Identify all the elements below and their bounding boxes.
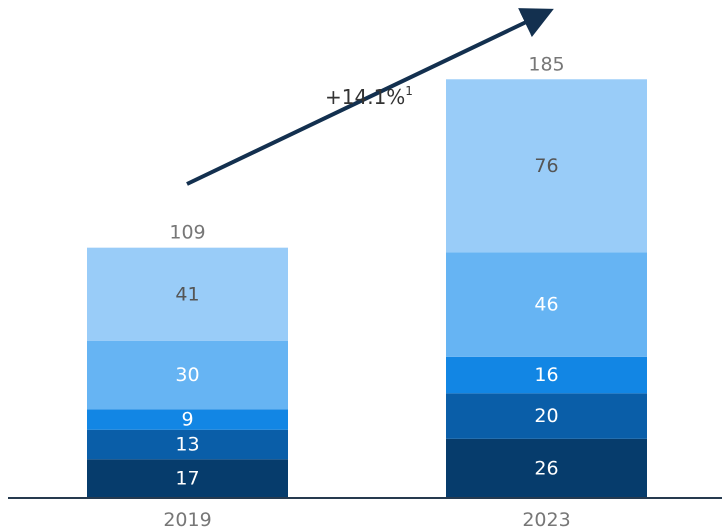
data-label-2023-s5: 76 — [534, 155, 558, 177]
data-label-2019-s2: 13 — [175, 434, 199, 456]
data-label-2023-s3: 16 — [534, 364, 558, 386]
total-label-2019: 109 — [169, 222, 205, 244]
data-label-2023-s2: 20 — [534, 405, 558, 427]
data-label-2019-s5: 41 — [175, 283, 199, 305]
data-label-2023-s1: 26 — [534, 457, 558, 479]
bar-segment-2019-s2 — [87, 429, 288, 460]
bar-segment-2019-s5 — [87, 247, 288, 341]
bar-segment-2023-s1 — [446, 438, 647, 498]
data-label-2019-s3: 9 — [181, 408, 193, 430]
bar-segment-2019-s4 — [87, 340, 288, 410]
data-label-2019-s4: 30 — [175, 364, 199, 386]
bars-layer — [87, 79, 647, 498]
bar-segment-2023-s2 — [446, 393, 647, 439]
bar-segment-2023-s4 — [446, 252, 647, 357]
cagr-label: +14.1%1 — [325, 84, 413, 109]
bar-segment-2019-s3 — [87, 409, 288, 430]
total-label-2023: 185 — [528, 53, 564, 75]
bar-segment-2023-s5 — [446, 79, 647, 253]
labels-layer: 17 13 9 30 41 109 2019 26 20 16 46 76 185 2023 — [163, 53, 570, 530]
growth-arrow — [186, 8, 554, 186]
x-tick-label-2023: 2023 — [522, 509, 570, 530]
bar-segment-2023-s3 — [446, 356, 647, 394]
x-tick-label-2019: 2019 — [163, 509, 211, 530]
data-label-2023-s4: 46 — [534, 294, 558, 316]
data-label-2019-s1: 17 — [175, 468, 199, 490]
bar-segment-2019-s1 — [87, 459, 288, 498]
